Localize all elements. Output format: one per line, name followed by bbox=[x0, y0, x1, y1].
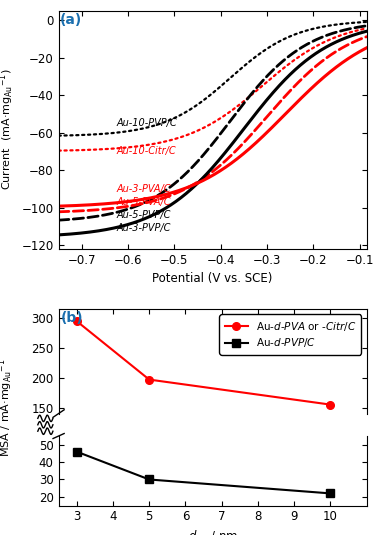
X-axis label: $d_\mathrm{Au}$ / nm: $d_\mathrm{Au}$ / nm bbox=[187, 529, 238, 535]
Y-axis label: Current  (mA·mg$_\mathrm{Au}$$^{-1}$): Current (mA·mg$_\mathrm{Au}$$^{-1}$) bbox=[0, 69, 16, 190]
Text: Au-5-PVA/C: Au-5-PVA/C bbox=[116, 197, 171, 207]
Text: Au-3-PVA/C: Au-3-PVA/C bbox=[116, 184, 171, 194]
Text: Au-5-PVP/C: Au-5-PVP/C bbox=[116, 210, 171, 220]
Text: Au-10-PVP/C: Au-10-PVP/C bbox=[116, 118, 177, 128]
Text: MSA / mA·mg$_\mathrm{Au}$$^{-1}$: MSA / mA·mg$_\mathrm{Au}$$^{-1}$ bbox=[0, 358, 15, 457]
Text: Au-3-PVP/C: Au-3-PVP/C bbox=[116, 223, 171, 233]
Text: (a): (a) bbox=[59, 13, 82, 27]
Legend: Au-$d$-$PVA$ or -$Citr/C$, Au-$d$-$PVP/C$: Au-$d$-$PVA$ or -$Citr/C$, Au-$d$-$PVP/C… bbox=[220, 315, 361, 355]
X-axis label: Potential (V vs. SCE): Potential (V vs. SCE) bbox=[152, 272, 273, 285]
Text: (b): (b) bbox=[60, 311, 83, 325]
Text: Au-10-Citr/C: Au-10-Citr/C bbox=[116, 146, 176, 156]
